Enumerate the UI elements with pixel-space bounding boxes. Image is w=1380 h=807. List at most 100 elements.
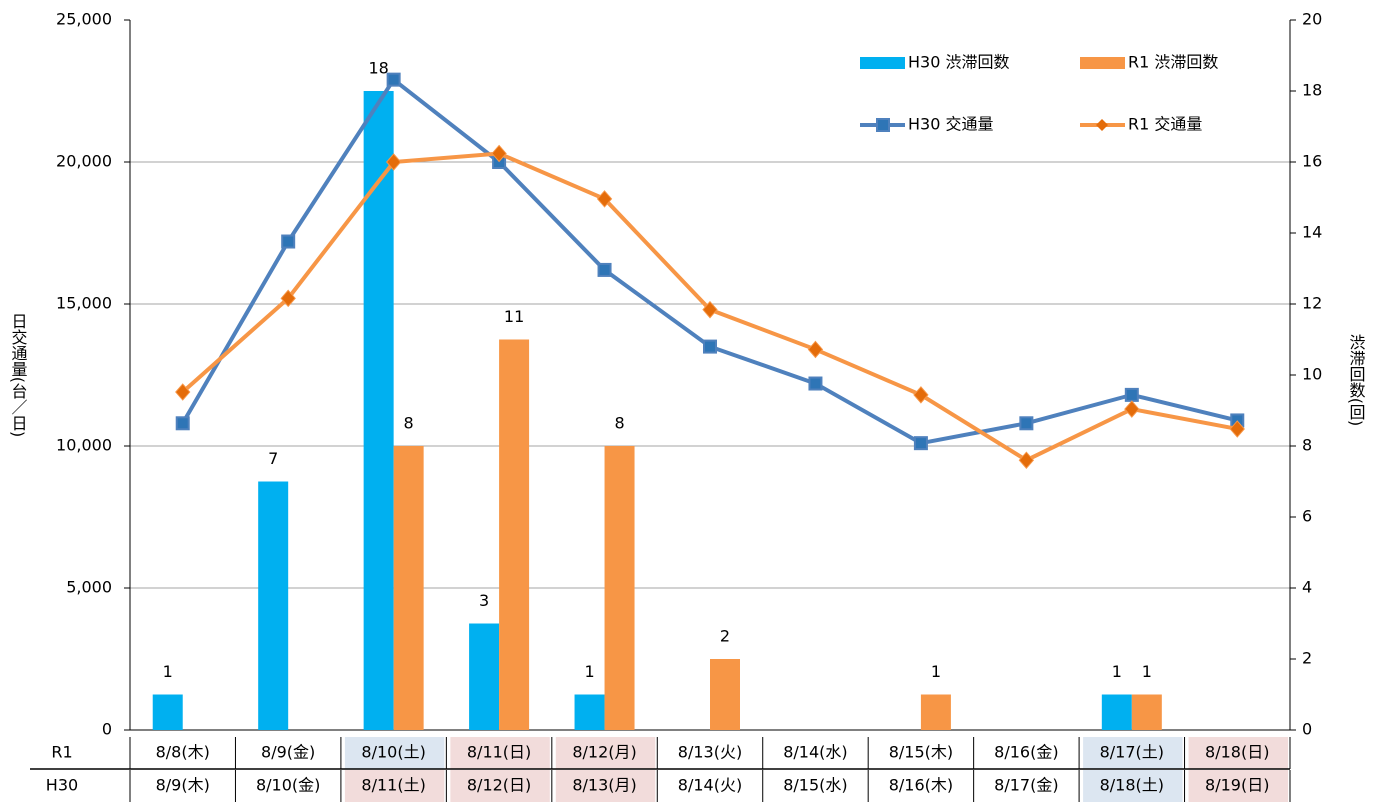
- table-cell: [1083, 770, 1183, 802]
- table-cell: [872, 770, 972, 802]
- line: [180, 76, 1238, 446]
- table-cell: [1188, 770, 1288, 802]
- table-cell: [1188, 737, 1288, 769]
- table-cell-text: 8/13(月): [572, 776, 636, 795]
- table-cell-text: 8/16(木): [889, 776, 953, 795]
- marker: [913, 386, 929, 404]
- marker: [597, 262, 612, 277]
- table-cell-text: 8/17(金): [994, 776, 1058, 795]
- table-cell: [1083, 737, 1183, 769]
- y2-tick-label: 20: [1302, 10, 1322, 29]
- y2-tick-label: 2: [1302, 649, 1312, 668]
- y2-tick-label: 12: [1302, 294, 1322, 313]
- table-cell-text: 8/15(木): [889, 743, 953, 762]
- y-tick-label: 10,000: [56, 436, 112, 455]
- table-cell: [766, 770, 867, 802]
- table-cell-text: 8/13(火): [678, 743, 742, 762]
- table-cell-text: 8/19(日): [1205, 776, 1269, 795]
- table-cell: [872, 737, 972, 769]
- y-tick-label: 0: [102, 720, 112, 739]
- marker: [807, 340, 824, 359]
- table-cell-text: 8/18(日): [1205, 743, 1269, 762]
- y-tick-label: 15,000: [56, 294, 112, 313]
- bar: [152, 694, 183, 730]
- y2-tick-label: 14: [1302, 223, 1322, 242]
- bar: [710, 659, 740, 730]
- table-cell: [766, 737, 867, 769]
- marker: [703, 339, 717, 354]
- bar: [469, 623, 500, 730]
- marker: [386, 72, 401, 87]
- bar: [499, 339, 530, 730]
- table-cell: [239, 737, 339, 769]
- table-cell: [977, 737, 1078, 769]
- marker: [175, 416, 190, 431]
- marker: [1229, 420, 1245, 438]
- table-cell-text: 8/9(木): [156, 776, 210, 795]
- marker: [913, 436, 928, 451]
- table-cell: [134, 770, 234, 802]
- bar: [1101, 694, 1132, 730]
- table-cell: [661, 770, 761, 802]
- table-cell: [344, 737, 445, 769]
- bar-label: 3: [479, 591, 489, 610]
- y-tick-label: 25,000: [56, 10, 112, 29]
- legend-marker: [876, 118, 890, 132]
- bar: [1131, 694, 1162, 730]
- bar-label: 8: [404, 414, 414, 433]
- legend-label: H30 交通量: [908, 115, 993, 134]
- legend-label: R1 交通量: [1128, 115, 1202, 134]
- row-label: H30: [46, 776, 78, 795]
- table-cell: [661, 737, 761, 769]
- marker: [702, 300, 718, 319]
- table-cell: [555, 737, 656, 769]
- y2-tick-label: 0: [1302, 720, 1312, 739]
- table-cell-text: 8/11(土): [361, 776, 425, 795]
- table-cell-text: 8/11(日): [467, 743, 531, 762]
- marker: [1018, 451, 1035, 469]
- marker: [596, 190, 613, 208]
- y2-tick-label: 16: [1302, 152, 1322, 171]
- legend-marker: [1096, 119, 1108, 131]
- bar: [363, 91, 394, 730]
- y2-tick-label: 8: [1302, 436, 1312, 455]
- marker: [808, 376, 823, 391]
- y2-tick-label: 6: [1302, 507, 1312, 526]
- bar-label: 7: [268, 449, 278, 468]
- marker: [491, 144, 507, 163]
- y-tick-label: 20,000: [56, 152, 112, 171]
- marker: [280, 289, 296, 308]
- marker: [1124, 400, 1140, 418]
- marker: [1124, 387, 1139, 402]
- legend-label: H30 渋滞回数: [908, 53, 1009, 72]
- bar: [920, 694, 951, 730]
- y-tick-label: 5,000: [66, 578, 112, 597]
- legend-label: R1 渋滞回数: [1128, 53, 1218, 72]
- table-cell-text: 8/10(土): [361, 743, 425, 762]
- table-cell-text: 8/17(土): [1100, 743, 1164, 762]
- table-cell: [555, 770, 656, 802]
- y-axis-title: 日交通量(台／日): [9, 313, 28, 437]
- grid: [130, 161, 1290, 589]
- table-cell: [239, 770, 339, 802]
- bar: [258, 481, 289, 730]
- bar-label: 18: [368, 59, 388, 78]
- bar: [393, 446, 424, 730]
- bar-label: 1: [1112, 662, 1122, 681]
- bar-label: 11: [504, 307, 524, 326]
- table-cell-text: 8/14(火): [678, 776, 742, 795]
- legend-swatch: [1080, 57, 1125, 69]
- table-cell: [344, 770, 445, 802]
- table-cell-text: 8/14(水): [783, 743, 847, 762]
- row-label: R1: [51, 743, 72, 762]
- table-cell-text: 8/10(金): [256, 776, 320, 795]
- table-cell: [977, 770, 1078, 802]
- legend-swatch: [860, 57, 905, 69]
- bar: [604, 446, 635, 730]
- table-cell-text: 8/12(月): [572, 743, 636, 762]
- table-cell-text: 8/12(日): [467, 776, 531, 795]
- marker: [385, 153, 402, 171]
- table-cell-text: 8/8(木): [156, 743, 210, 762]
- y2-tick-label: 10: [1302, 365, 1322, 384]
- bar-label: 2: [720, 627, 730, 646]
